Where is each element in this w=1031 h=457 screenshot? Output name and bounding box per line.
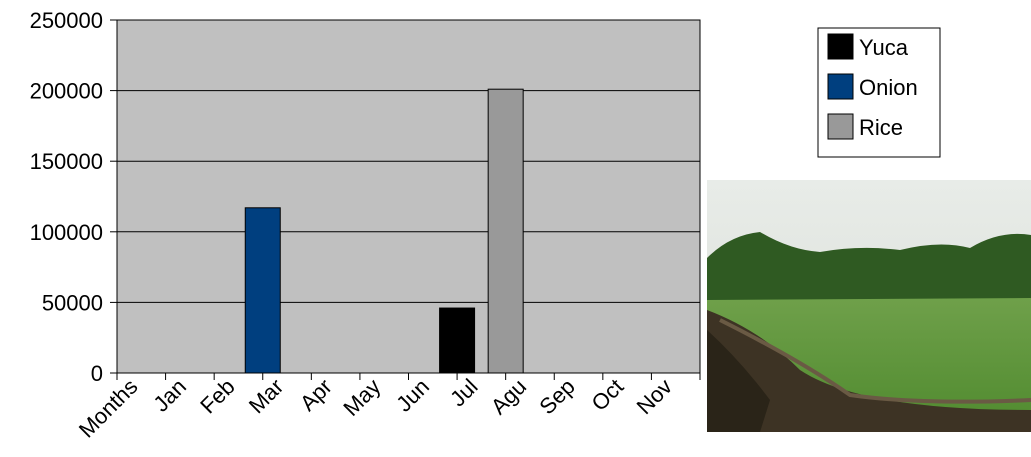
photo <box>707 180 1031 432</box>
x-tick-label: Jan <box>148 374 191 417</box>
chart: 0 50000 100000 150000 200000 250000 MonthsJanF… <box>0 0 1031 457</box>
x-tick-label: Oct <box>586 374 628 416</box>
legend-label: Yuca <box>859 35 909 60</box>
x-tick-label: Months <box>74 374 143 443</box>
legend-swatch <box>828 74 853 99</box>
x-tick-label: Jul <box>445 374 483 412</box>
y-tick-label: 50000 <box>42 290 103 315</box>
x-tick-label: Agu <box>486 374 531 419</box>
x-tick-label: Jun <box>391 374 434 417</box>
legend-label: Onion <box>859 75 918 100</box>
plot-area <box>117 20 700 373</box>
x-tick-label: Sep <box>534 374 579 419</box>
y-tick-label: 150000 <box>30 149 103 174</box>
bar <box>440 308 475 373</box>
x-tick-label: May <box>338 374 385 421</box>
legend-label: Rice <box>859 115 903 140</box>
y-tick-label: 250000 <box>30 8 103 33</box>
x-tick-label: Nov <box>632 374 677 419</box>
legend-swatch <box>828 34 853 59</box>
x-tick-label: Apr <box>295 374 337 416</box>
legend-swatch <box>828 114 853 139</box>
y-tick-label: 200000 <box>30 79 103 104</box>
x-tick-label: Feb <box>195 374 239 418</box>
y-tick-label: 100000 <box>30 220 103 245</box>
bar <box>245 208 280 373</box>
bar <box>488 89 523 373</box>
x-tick-label: Mar <box>244 374 288 418</box>
y-tick-label: 0 <box>91 361 103 386</box>
